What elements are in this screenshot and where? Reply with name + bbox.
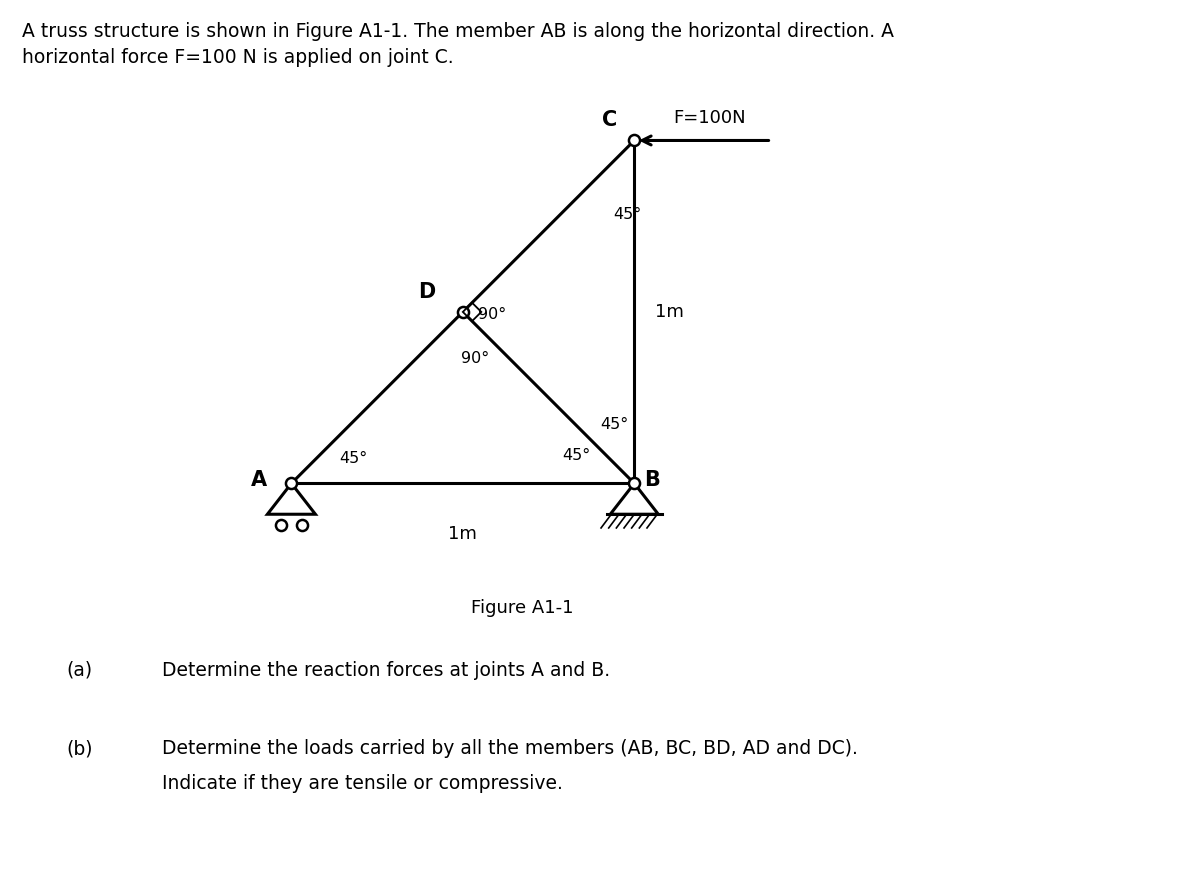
Text: A: A xyxy=(251,470,268,490)
Text: Indicate if they are tensile or compressive.: Indicate if they are tensile or compress… xyxy=(162,774,563,794)
Text: C: C xyxy=(602,110,617,130)
Text: 90°: 90° xyxy=(479,307,506,322)
Text: horizontal force F=100 N is applied on joint C.: horizontal force F=100 N is applied on j… xyxy=(22,48,454,67)
Text: A truss structure is shown in Figure A1-1. The member AB is along the horizontal: A truss structure is shown in Figure A1-… xyxy=(22,22,894,41)
Text: B: B xyxy=(644,470,660,490)
Text: (b): (b) xyxy=(66,739,92,759)
Text: 1m: 1m xyxy=(449,524,478,542)
Text: 45°: 45° xyxy=(340,452,367,466)
Text: Determine the loads carried by all the members (AB, BC, BD, AD and DC).: Determine the loads carried by all the m… xyxy=(162,739,858,759)
Text: D: D xyxy=(418,282,436,302)
Text: 1m: 1m xyxy=(655,303,684,321)
Text: 45°: 45° xyxy=(563,448,590,463)
Text: 45°: 45° xyxy=(613,207,642,222)
Text: (a): (a) xyxy=(66,661,92,680)
Text: Figure A1-1: Figure A1-1 xyxy=(470,599,574,618)
Text: F=100N: F=100N xyxy=(673,108,746,127)
Text: 45°: 45° xyxy=(600,417,629,432)
Text: 90°: 90° xyxy=(461,352,490,367)
Text: Determine the reaction forces at joints A and B.: Determine the reaction forces at joints … xyxy=(162,661,610,680)
